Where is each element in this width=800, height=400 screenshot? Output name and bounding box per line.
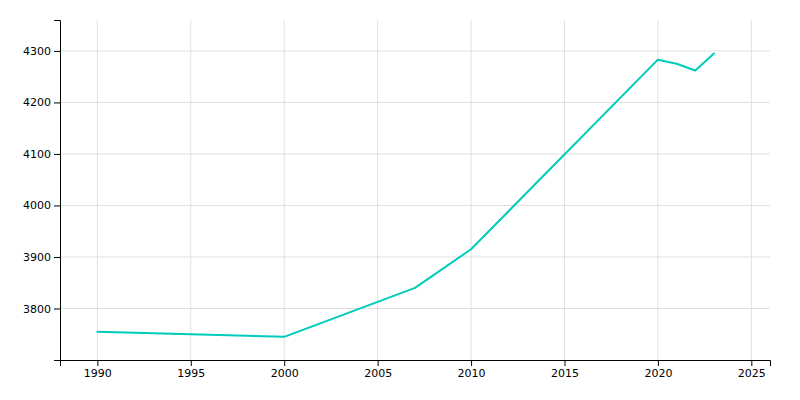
x-tick-mark bbox=[658, 360, 659, 366]
y-tick: 4300 bbox=[23, 45, 60, 58]
y-tick-label: 4000 bbox=[23, 199, 51, 212]
x-tick: 1990 bbox=[84, 360, 112, 380]
x-axis: 1990 1995 2000 2005 2010 2015 2020 2025 bbox=[61, 360, 771, 380]
chart: 1990 1995 2000 2005 2010 2015 2020 2025 3800 3900… bbox=[0, 0, 800, 400]
x-grid-line bbox=[751, 20, 752, 360]
y-tick: 4000 bbox=[23, 199, 60, 212]
x-tick-mark bbox=[471, 360, 472, 366]
x-grid-line bbox=[471, 20, 472, 360]
x-tick: 2020 bbox=[644, 360, 672, 380]
x-axis-line bbox=[61, 361, 771, 367]
grid bbox=[60, 20, 770, 360]
x-tick: 2025 bbox=[738, 360, 766, 380]
y-tick-mark bbox=[54, 308, 60, 309]
y-tick: 3900 bbox=[23, 251, 60, 264]
x-tick-label: 2015 bbox=[551, 367, 579, 380]
x-tick-mark bbox=[751, 360, 752, 366]
x-tick: 1995 bbox=[177, 360, 205, 380]
x-tick-mark bbox=[378, 360, 379, 366]
y-grid-line bbox=[60, 205, 770, 206]
marks bbox=[97, 53, 714, 336]
x-grid-line bbox=[377, 20, 378, 360]
x-tick: 2000 bbox=[271, 360, 299, 380]
x-grid-line bbox=[657, 20, 658, 360]
y-grid-line bbox=[60, 102, 770, 103]
y-tick-mark bbox=[54, 154, 60, 155]
y-tick-label: 3800 bbox=[23, 303, 51, 316]
x-grid-line bbox=[564, 20, 565, 360]
y-axis-line bbox=[54, 21, 61, 361]
x-grid-line bbox=[284, 20, 285, 360]
x-tick-mark bbox=[564, 360, 565, 366]
y-tick-mark bbox=[54, 51, 60, 52]
line bbox=[97, 53, 714, 336]
x-tick-label: 1995 bbox=[177, 367, 205, 380]
x-tick: 2005 bbox=[364, 360, 392, 380]
x-tick-mark bbox=[97, 360, 98, 366]
y-tick-label: 4200 bbox=[23, 96, 51, 109]
x-tick-mark bbox=[284, 360, 285, 366]
x-tick: 2010 bbox=[458, 360, 486, 380]
x-tick-mark bbox=[191, 360, 192, 366]
x-tick-label: 2010 bbox=[458, 367, 486, 380]
y-grid-line bbox=[60, 50, 770, 51]
x-grid-line bbox=[97, 20, 98, 360]
y-grid-line bbox=[60, 153, 770, 154]
y-tick-mark bbox=[54, 257, 60, 258]
x-tick-label: 1990 bbox=[84, 367, 112, 380]
plot: 1990 1995 2000 2005 2010 2015 2020 2025 3800 3900… bbox=[23, 20, 771, 380]
x-tick-label: 2000 bbox=[271, 367, 299, 380]
y-grid-line bbox=[60, 308, 770, 309]
y-tick-label: 3900 bbox=[23, 251, 51, 264]
x-tick-label: 2020 bbox=[644, 367, 672, 380]
y-tick-mark bbox=[54, 205, 60, 206]
x-grid-line bbox=[190, 20, 191, 360]
y-tick: 4200 bbox=[23, 96, 60, 109]
x-tick: 2015 bbox=[551, 360, 579, 380]
y-axis: 3800 3900 4000 4100 4200 4300 bbox=[23, 21, 61, 361]
x-tick-label: 2005 bbox=[364, 367, 392, 380]
y-grid-line bbox=[60, 256, 770, 257]
y-tick-label: 4300 bbox=[23, 45, 51, 58]
y-tick-mark bbox=[54, 102, 60, 103]
y-tick: 4100 bbox=[23, 148, 60, 161]
y-tick-label: 4100 bbox=[23, 148, 51, 161]
y-tick: 3800 bbox=[23, 303, 60, 316]
x-tick-label: 2025 bbox=[738, 367, 766, 380]
